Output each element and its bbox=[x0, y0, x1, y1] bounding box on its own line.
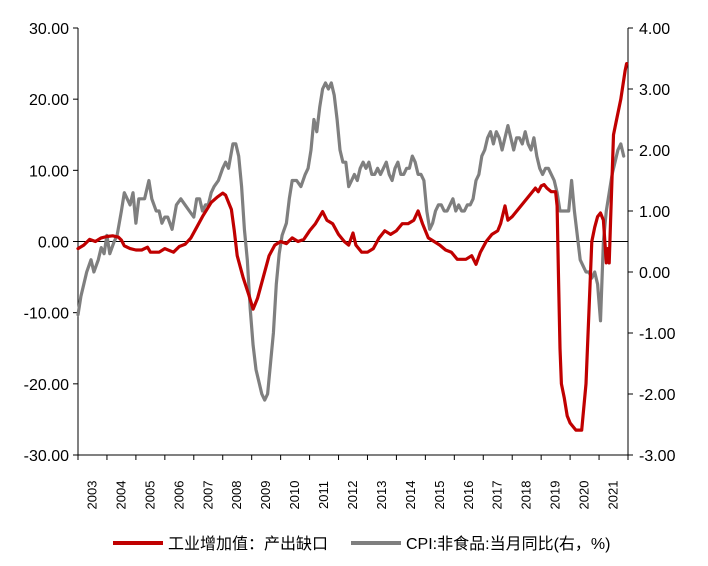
x-tick-label: 2021 bbox=[606, 481, 621, 510]
left-axis: 30.00 20.00 10.00 0.00 -10.00 -20.00 -30.00 bbox=[24, 21, 79, 465]
left-tick-label: 20.00 bbox=[29, 92, 69, 109]
x-tick-label: 2008 bbox=[229, 481, 244, 510]
right-tick-label: 2.00 bbox=[639, 143, 670, 160]
x-tick-label: 2014 bbox=[403, 481, 418, 510]
right-tick-label: 4.00 bbox=[639, 21, 670, 38]
series-layer bbox=[76, 62, 629, 432]
x-tick-label: 2012 bbox=[345, 481, 360, 510]
x-tick-label: 2017 bbox=[490, 481, 505, 510]
series-line-cpi-non-food bbox=[76, 81, 626, 402]
left-tick-label: 10.00 bbox=[29, 163, 69, 180]
left-tick-label: -30.00 bbox=[24, 448, 69, 465]
x-tick-label: 2019 bbox=[548, 481, 563, 510]
right-tick-label: -1.00 bbox=[639, 326, 676, 343]
x-tick-label: 2007 bbox=[200, 481, 215, 510]
x-tick-label: 2016 bbox=[461, 481, 476, 510]
left-tick-label: 0.00 bbox=[38, 235, 69, 252]
x-axis: 2003 2004 2005 2006 2007 2008 2009 2010 2011 2012… bbox=[77, 241, 629, 510]
series-line-output-gap bbox=[76, 62, 629, 432]
x-tick-label: 2010 bbox=[287, 481, 302, 510]
x-tick-label: 2018 bbox=[519, 481, 534, 510]
x-tick-label: 2009 bbox=[258, 481, 273, 510]
x-tick-label: 2013 bbox=[374, 481, 389, 510]
legend-label-output-gap: 工业增加值：产出缺口 bbox=[168, 535, 328, 553]
left-tick-label: -20.00 bbox=[24, 377, 69, 394]
x-tick-label: 2015 bbox=[432, 481, 447, 510]
x-tick-label: 2020 bbox=[577, 481, 592, 510]
x-tick-label: 2003 bbox=[84, 481, 99, 510]
x-tick-label: 2006 bbox=[171, 481, 186, 510]
x-tick-label: 2005 bbox=[142, 481, 157, 510]
right-tick-label: -3.00 bbox=[639, 448, 676, 465]
right-tick-label: -2.00 bbox=[639, 387, 676, 404]
legend-label-cpi: CPI:非食品:当月同比(右，%) bbox=[406, 535, 610, 553]
legend: 工业增加值：产出缺口 CPI:非食品:当月同比(右，%) bbox=[113, 535, 610, 553]
right-tick-label: 0.00 bbox=[639, 265, 670, 282]
right-tick-label: 3.00 bbox=[639, 82, 670, 99]
left-tick-label: -10.00 bbox=[24, 306, 69, 323]
left-tick-label: 30.00 bbox=[29, 21, 69, 38]
x-tick-label: 2011 bbox=[316, 481, 331, 509]
right-axis: 4.00 3.00 2.00 1.00 0.00 -1.00 -2.00 -3.00 bbox=[627, 21, 676, 465]
right-tick-label: 1.00 bbox=[639, 204, 670, 221]
x-tick-label: 2004 bbox=[113, 481, 128, 510]
